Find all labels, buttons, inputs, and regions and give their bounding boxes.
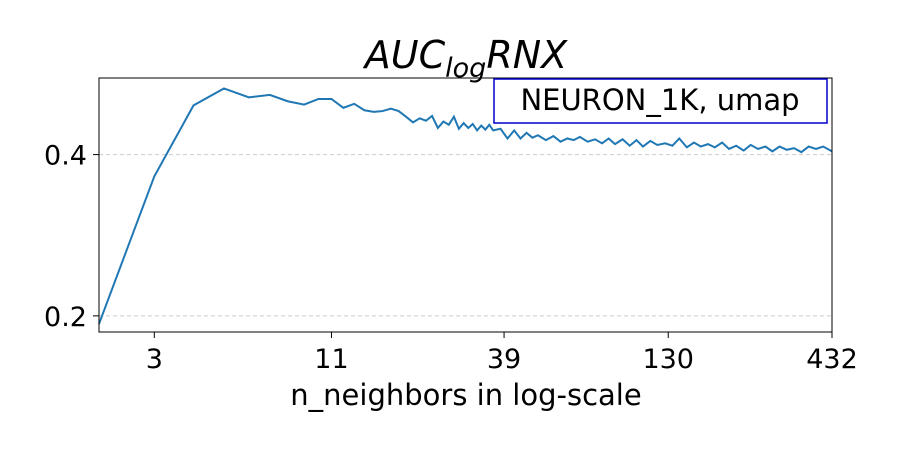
x-tick-label: 3 <box>146 344 163 375</box>
series-line <box>98 87 833 325</box>
axis-ticks: 0.2 0.4 3 11 39 130 432 <box>44 141 858 375</box>
legend-box-border <box>493 78 828 124</box>
y-tick-label: 0.4 <box>44 141 87 172</box>
x-tick-label: 39 <box>487 344 521 375</box>
chart-title-tail: RNX <box>486 33 568 77</box>
legend-text: NEURON_1K, umap <box>520 83 799 117</box>
chart-title-main: AUC <box>362 33 446 77</box>
chart-title-subscript: log <box>445 53 486 84</box>
y-tick-label: 0.2 <box>44 302 87 333</box>
x-tick-label: 130 <box>642 344 694 375</box>
legend-box: NEURON_1K, umap <box>493 78 828 124</box>
x-axis-label: n_neighbors in log-scale <box>290 378 641 412</box>
chart-title: AUClogRNX <box>362 33 568 84</box>
x-tick-label: 11 <box>314 344 348 375</box>
x-tick-label: 432 <box>806 344 858 375</box>
plot-frame <box>98 77 833 333</box>
grid-lines <box>99 154 832 317</box>
